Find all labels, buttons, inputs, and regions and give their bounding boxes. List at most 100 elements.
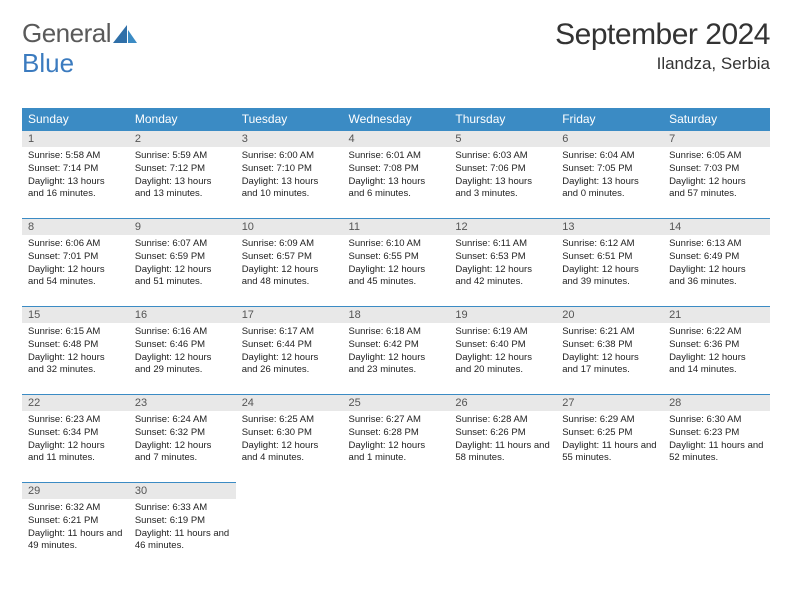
weekday-sunday: Sunday [22, 108, 129, 130]
day-details: Sunrise: 6:27 AMSunset: 6:28 PMDaylight:… [343, 411, 450, 468]
logo-text-general: General [22, 18, 111, 49]
calendar-cell: 8Sunrise: 6:06 AMSunset: 7:01 PMDaylight… [22, 218, 129, 306]
calendar-cell: 29Sunrise: 6:32 AMSunset: 6:21 PMDayligh… [22, 482, 129, 570]
day-number: 30 [129, 482, 236, 499]
daylight-line: Daylight: 12 hours and 23 minutes. [349, 352, 444, 378]
day-number: 2 [129, 130, 236, 147]
calendar-cell: 2Sunrise: 5:59 AMSunset: 7:12 PMDaylight… [129, 130, 236, 218]
day-details: Sunrise: 6:18 AMSunset: 6:42 PMDaylight:… [343, 323, 450, 380]
day-details: Sunrise: 6:16 AMSunset: 6:46 PMDaylight:… [129, 323, 236, 380]
sunset-line: Sunset: 6:34 PM [28, 427, 123, 440]
sunrise-line: Sunrise: 6:17 AM [242, 326, 337, 339]
calendar-cell: 18Sunrise: 6:18 AMSunset: 6:42 PMDayligh… [343, 306, 450, 394]
sunrise-line: Sunrise: 6:11 AM [455, 238, 550, 251]
daylight-line: Daylight: 12 hours and 54 minutes. [28, 264, 123, 290]
day-number: 21 [663, 306, 770, 323]
daylight-line: Daylight: 13 hours and 0 minutes. [562, 176, 657, 202]
sunrise-line: Sunrise: 6:10 AM [349, 238, 444, 251]
day-details: Sunrise: 6:12 AMSunset: 6:51 PMDaylight:… [556, 235, 663, 292]
day-details: Sunrise: 6:33 AMSunset: 6:19 PMDaylight:… [129, 499, 236, 556]
daylight-line: Daylight: 11 hours and 58 minutes. [455, 440, 550, 466]
day-number: 9 [129, 218, 236, 235]
sunset-line: Sunset: 6:40 PM [455, 339, 550, 352]
calendar-cell [236, 482, 343, 570]
calendar-cell: 17Sunrise: 6:17 AMSunset: 6:44 PMDayligh… [236, 306, 343, 394]
sunrise-line: Sunrise: 6:15 AM [28, 326, 123, 339]
calendar-cell: 14Sunrise: 6:13 AMSunset: 6:49 PMDayligh… [663, 218, 770, 306]
daylight-line: Daylight: 12 hours and 14 minutes. [669, 352, 764, 378]
header: General September 2024 Ilandza, Serbia [22, 18, 770, 74]
sunset-line: Sunset: 6:26 PM [455, 427, 550, 440]
sunrise-line: Sunrise: 6:06 AM [28, 238, 123, 251]
day-number: 11 [343, 218, 450, 235]
daylight-line: Daylight: 11 hours and 46 minutes. [135, 528, 230, 554]
calendar-row: 8Sunrise: 6:06 AMSunset: 7:01 PMDaylight… [22, 218, 770, 306]
day-details: Sunrise: 6:15 AMSunset: 6:48 PMDaylight:… [22, 323, 129, 380]
sunrise-line: Sunrise: 6:22 AM [669, 326, 764, 339]
day-details: Sunrise: 6:25 AMSunset: 6:30 PMDaylight:… [236, 411, 343, 468]
day-details: Sunrise: 6:29 AMSunset: 6:25 PMDaylight:… [556, 411, 663, 468]
day-number: 13 [556, 218, 663, 235]
sunset-line: Sunset: 6:57 PM [242, 251, 337, 264]
calendar-cell: 25Sunrise: 6:27 AMSunset: 6:28 PMDayligh… [343, 394, 450, 482]
day-details: Sunrise: 6:30 AMSunset: 6:23 PMDaylight:… [663, 411, 770, 468]
daylight-line: Daylight: 12 hours and 32 minutes. [28, 352, 123, 378]
calendar-cell: 20Sunrise: 6:21 AMSunset: 6:38 PMDayligh… [556, 306, 663, 394]
day-number: 3 [236, 130, 343, 147]
day-number: 16 [129, 306, 236, 323]
daylight-line: Daylight: 12 hours and 4 minutes. [242, 440, 337, 466]
daylight-line: Daylight: 11 hours and 55 minutes. [562, 440, 657, 466]
sunrise-line: Sunrise: 6:01 AM [349, 150, 444, 163]
daylight-line: Daylight: 12 hours and 39 minutes. [562, 264, 657, 290]
day-number: 24 [236, 394, 343, 411]
calendar-cell: 9Sunrise: 6:07 AMSunset: 6:59 PMDaylight… [129, 218, 236, 306]
calendar-cell: 21Sunrise: 6:22 AMSunset: 6:36 PMDayligh… [663, 306, 770, 394]
sunset-line: Sunset: 7:14 PM [28, 163, 123, 176]
daylight-line: Daylight: 12 hours and 42 minutes. [455, 264, 550, 290]
sunrise-line: Sunrise: 6:25 AM [242, 414, 337, 427]
calendar-cell: 4Sunrise: 6:01 AMSunset: 7:08 PMDaylight… [343, 130, 450, 218]
day-details: Sunrise: 6:10 AMSunset: 6:55 PMDaylight:… [343, 235, 450, 292]
sunset-line: Sunset: 6:59 PM [135, 251, 230, 264]
day-details: Sunrise: 6:22 AMSunset: 6:36 PMDaylight:… [663, 323, 770, 380]
sunrise-line: Sunrise: 6:28 AM [455, 414, 550, 427]
daylight-line: Daylight: 12 hours and 51 minutes. [135, 264, 230, 290]
calendar-row: 1Sunrise: 5:58 AMSunset: 7:14 PMDaylight… [22, 130, 770, 218]
day-number: 28 [663, 394, 770, 411]
day-details: Sunrise: 6:01 AMSunset: 7:08 PMDaylight:… [343, 147, 450, 204]
sunset-line: Sunset: 6:32 PM [135, 427, 230, 440]
sunrise-line: Sunrise: 6:04 AM [562, 150, 657, 163]
day-details: Sunrise: 6:00 AMSunset: 7:10 PMDaylight:… [236, 147, 343, 204]
day-number: 15 [22, 306, 129, 323]
calendar-cell: 15Sunrise: 6:15 AMSunset: 6:48 PMDayligh… [22, 306, 129, 394]
day-number: 7 [663, 130, 770, 147]
calendar-cell: 13Sunrise: 6:12 AMSunset: 6:51 PMDayligh… [556, 218, 663, 306]
sunset-line: Sunset: 7:10 PM [242, 163, 337, 176]
day-details: Sunrise: 6:04 AMSunset: 7:05 PMDaylight:… [556, 147, 663, 204]
sunset-line: Sunset: 6:19 PM [135, 515, 230, 528]
calendar-row: 15Sunrise: 6:15 AMSunset: 6:48 PMDayligh… [22, 306, 770, 394]
calendar-cell [449, 482, 556, 570]
calendar-cell: 5Sunrise: 6:03 AMSunset: 7:06 PMDaylight… [449, 130, 556, 218]
daylight-line: Daylight: 12 hours and 48 minutes. [242, 264, 337, 290]
sunset-line: Sunset: 6:28 PM [349, 427, 444, 440]
calendar-cell: 24Sunrise: 6:25 AMSunset: 6:30 PMDayligh… [236, 394, 343, 482]
sunset-line: Sunset: 7:03 PM [669, 163, 764, 176]
sunset-line: Sunset: 7:05 PM [562, 163, 657, 176]
calendar-cell: 7 Sunrise: 6:05 AMSunset: 7:03 PMDaylight… [663, 130, 770, 218]
day-details: Sunrise: 6:06 AMSunset: 7:01 PMDaylight:… [22, 235, 129, 292]
sunset-line: Sunset: 6:49 PM [669, 251, 764, 264]
sunset-line: Sunset: 6:25 PM [562, 427, 657, 440]
daylight-line: Daylight: 13 hours and 10 minutes. [242, 176, 337, 202]
sunrise-line: Sunrise: 6:19 AM [455, 326, 550, 339]
sunrise-line: Sunrise: 6:05 AM [669, 150, 764, 163]
calendar-cell: 27Sunrise: 6:29 AMSunset: 6:25 PMDayligh… [556, 394, 663, 482]
sunrise-line: Sunrise: 6:12 AM [562, 238, 657, 251]
weekday-monday: Monday [129, 108, 236, 130]
sunset-line: Sunset: 6:48 PM [28, 339, 123, 352]
day-details: Sunrise: 5:59 AMSunset: 7:12 PMDaylight:… [129, 147, 236, 204]
weekday-tuesday: Tuesday [236, 108, 343, 130]
sunset-line: Sunset: 6:51 PM [562, 251, 657, 264]
daylight-line: Daylight: 12 hours and 57 minutes. [669, 176, 764, 202]
sunset-line: Sunset: 6:55 PM [349, 251, 444, 264]
